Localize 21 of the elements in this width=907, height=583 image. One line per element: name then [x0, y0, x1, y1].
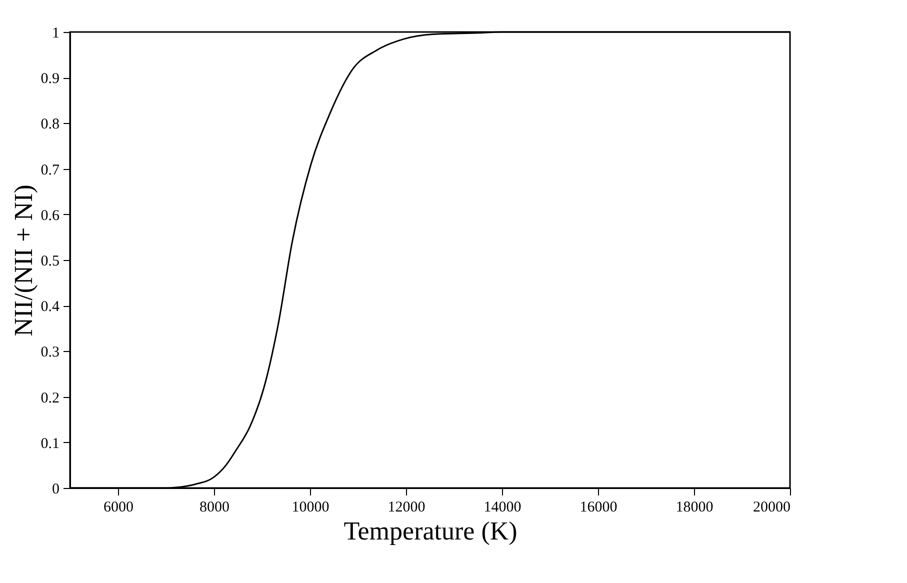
x-tick-label: 10000 — [292, 500, 330, 516]
x-tick-label: 16000 — [580, 500, 618, 516]
x-tick-label: 14000 — [484, 500, 522, 516]
x-tick-label: 20000 — [753, 500, 790, 516]
x-tick-label: 6000 — [104, 500, 134, 516]
y-tick-label: 0.8 — [40, 116, 60, 133]
y-tick-label: 0.9 — [40, 71, 60, 88]
y-tick-label: 0 — [52, 482, 60, 498]
y-axis-title: NII/(NII + NI) — [8, 184, 38, 336]
y-tick-label: 1 — [52, 26, 60, 42]
y-tick-label: 0.5 — [40, 254, 60, 270]
y-tick-label: 0.3 — [40, 344, 60, 361]
x-tick-label: 8000 — [200, 500, 230, 516]
x-axis-title: Temperature (K) — [344, 516, 518, 546]
x-tick-label: 18000 — [676, 500, 714, 516]
y-tick-label: 0.7 — [40, 162, 60, 178]
y-tick-label: 0.1 — [40, 436, 60, 452]
y-tick-label: 0.6 — [40, 208, 60, 224]
y-tick-label: 0.4 — [40, 299, 60, 316]
y-tick-label: 0.2 — [40, 390, 60, 406]
x-tick-label: 12000 — [388, 500, 426, 516]
